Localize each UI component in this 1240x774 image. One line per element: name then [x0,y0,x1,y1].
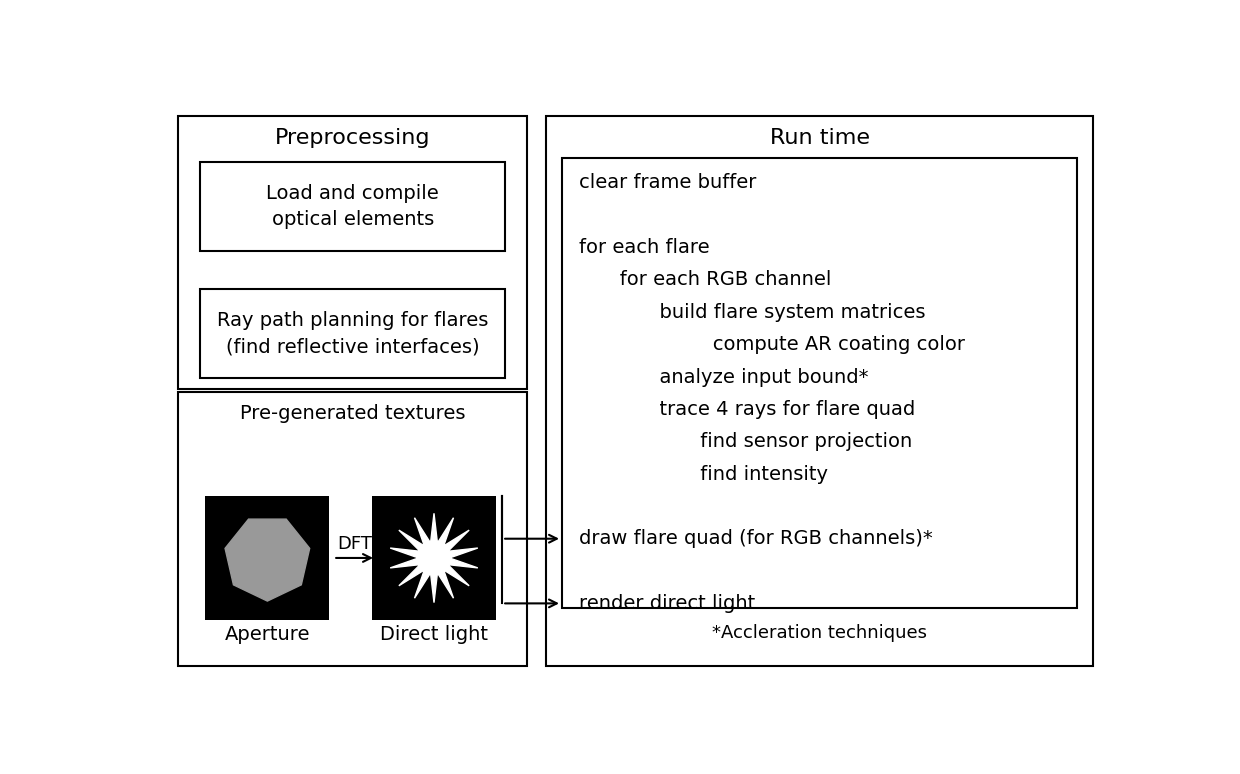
Text: Run time: Run time [770,128,869,148]
Text: Direct light: Direct light [379,625,489,645]
Text: compute AR coating color: compute AR coating color [644,335,965,354]
Polygon shape [391,513,477,603]
Text: for each RGB channel: for each RGB channel [600,270,831,289]
Text: Preprocessing: Preprocessing [275,128,430,148]
Bar [372,496,496,619]
Polygon shape [226,519,310,601]
Text: for each flare: for each flare [579,238,709,257]
Bar [206,496,330,619]
Bar [179,392,527,666]
Bar [200,289,506,378]
Bar [562,159,1078,608]
Bar [200,163,506,251]
Text: Load and compile
optical elements: Load and compile optical elements [267,183,439,229]
Text: trace 4 rays for flare quad: trace 4 rays for flare quad [622,400,915,419]
Text: *Accleration techniques: *Accleration techniques [712,625,928,642]
Circle shape [417,541,451,575]
Text: find sensor projection: find sensor projection [644,432,913,451]
Text: clear frame buffer: clear frame buffer [579,173,756,193]
Text: Pre-generated textures: Pre-generated textures [239,405,465,423]
Text: find intensity: find intensity [644,464,828,484]
Text: Aperture: Aperture [224,625,310,645]
Bar [547,116,1092,666]
Text: draw flare quad (for RGB channels)*: draw flare quad (for RGB channels)* [579,529,932,548]
Bar [179,116,527,389]
Text: Ray path planning for flares
(find reflective interfaces): Ray path planning for flares (find refle… [217,310,489,356]
Text: render direct light: render direct light [579,594,755,613]
Text: analyze input bound*: analyze input bound* [622,368,869,386]
Text: build flare system matrices: build flare system matrices [622,303,926,322]
Text: DFT: DFT [337,535,372,553]
